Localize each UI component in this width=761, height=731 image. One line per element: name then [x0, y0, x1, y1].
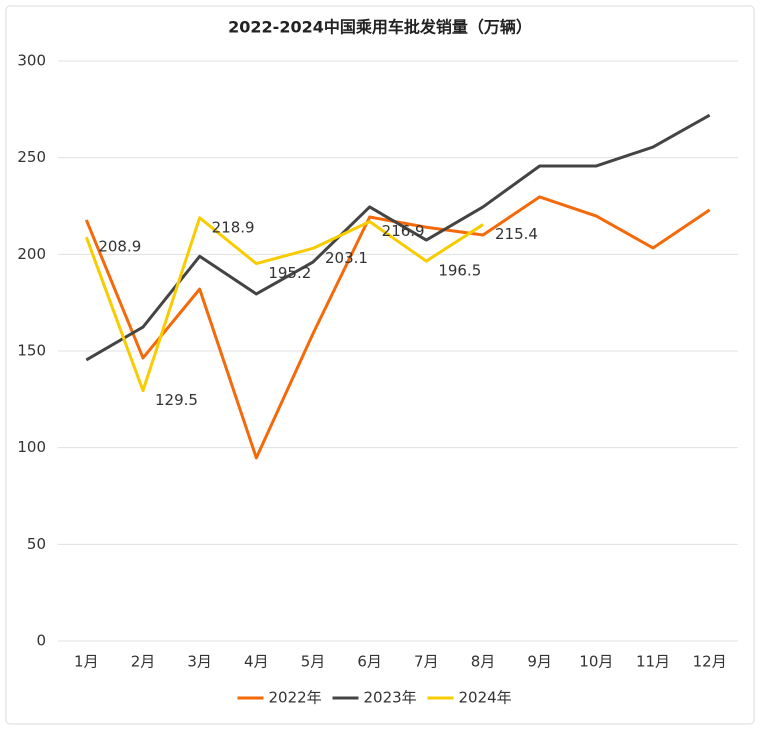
legend-label: 2024年 [459, 689, 512, 707]
y-tick-label: 150 [17, 342, 46, 360]
legend-label: 2022年 [269, 689, 322, 707]
data-label: 129.5 [155, 391, 198, 409]
x-tick-label: 7月 [414, 653, 439, 671]
y-tick-label: 100 [17, 438, 46, 456]
x-tick-label: 9月 [527, 653, 552, 671]
x-tick-label: 1月 [74, 653, 99, 671]
chart-title: 2022-2024中国乘用车批发销量（万辆） [228, 18, 532, 37]
y-tick-label: 200 [17, 245, 46, 263]
x-tick-label: 6月 [357, 653, 382, 671]
x-tick-label: 10月 [579, 653, 613, 671]
data-label: 216.9 [382, 222, 425, 240]
y-tick-label: 300 [17, 52, 46, 70]
x-tick-label: 4月 [244, 653, 269, 671]
legend-label: 2023年 [364, 689, 417, 707]
data-label: 215.4 [495, 225, 538, 243]
x-tick-label: 5月 [301, 653, 326, 671]
series-line [84, 216, 484, 393]
data-label: 196.5 [438, 262, 481, 280]
x-tick-label: 3月 [187, 653, 212, 671]
data-label: 218.9 [212, 218, 255, 236]
data-label: 208.9 [98, 238, 141, 256]
y-tick-label: 50 [27, 535, 46, 553]
series-line [85, 113, 711, 362]
x-tick-label: 2月 [131, 653, 156, 671]
x-tick-label: 11月 [636, 653, 670, 671]
chart-frame [5, 5, 755, 725]
data-label: 195.2 [268, 264, 311, 282]
x-tick-label: 12月 [693, 653, 727, 671]
x-tick-label: 8月 [471, 653, 496, 671]
y-tick-label: 0 [36, 632, 46, 650]
data-label: 203.1 [325, 249, 368, 267]
y-tick-label: 250 [17, 148, 46, 166]
